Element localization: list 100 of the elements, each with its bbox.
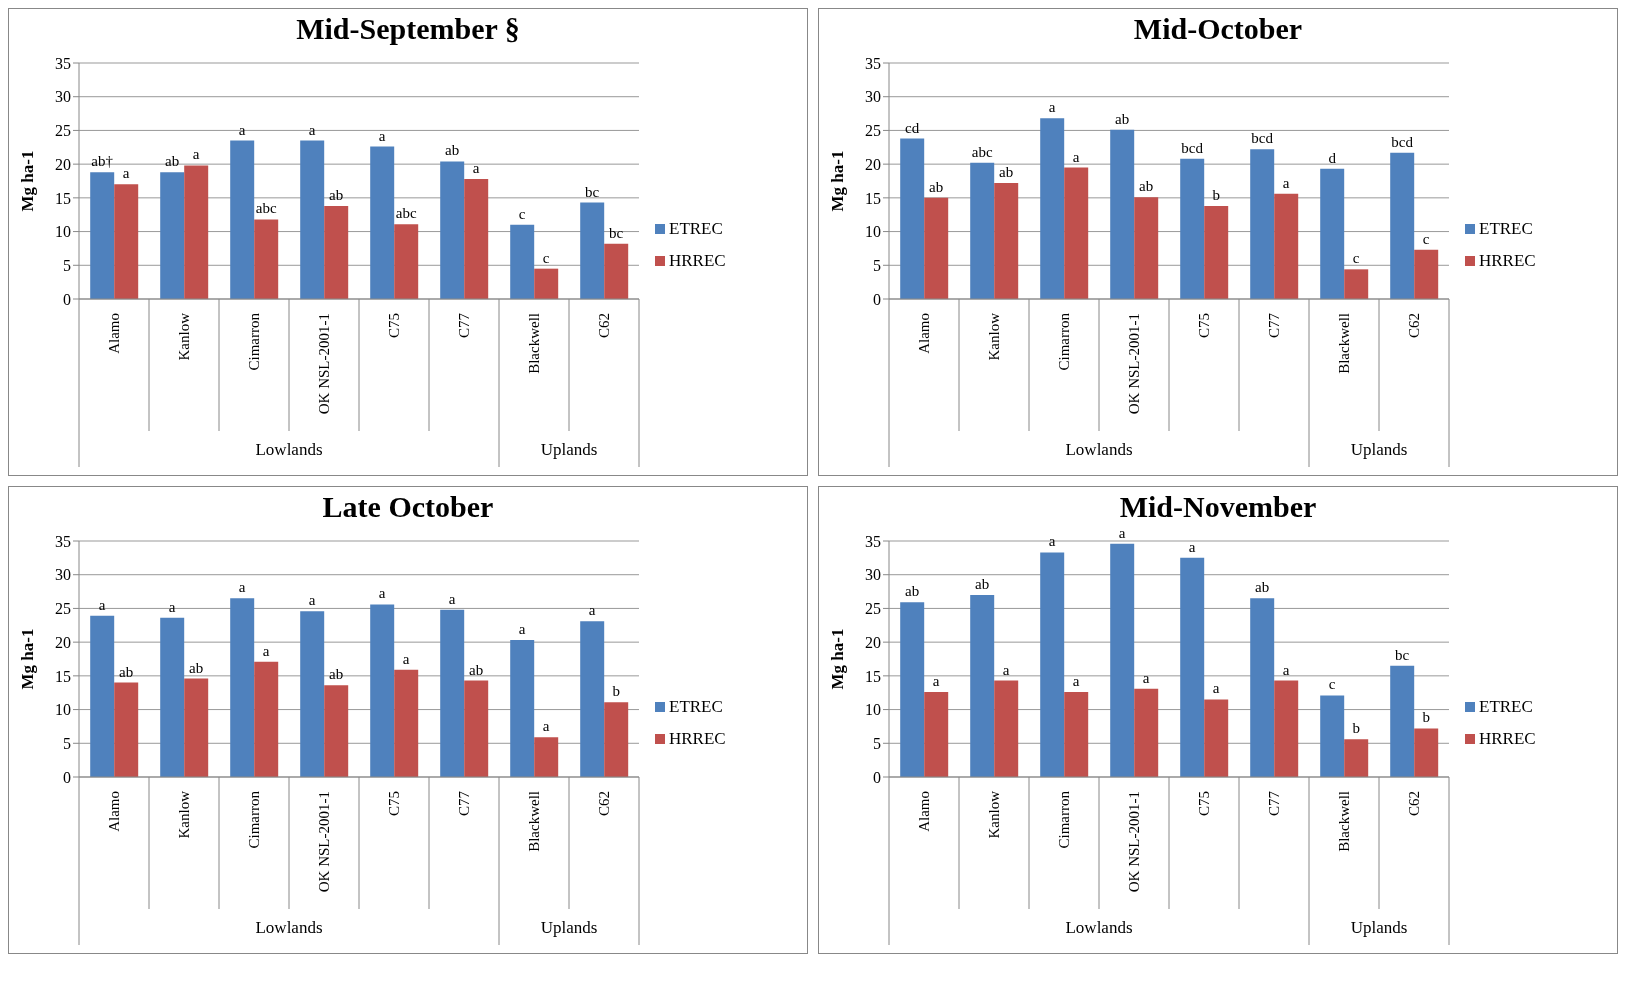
bar <box>1390 665 1415 777</box>
bar <box>114 184 139 299</box>
data-label: b <box>1352 720 1360 737</box>
y-axis-title: Mg ha-1 <box>18 628 38 690</box>
bar <box>1064 692 1089 777</box>
data-label: b <box>1422 709 1430 726</box>
bar <box>970 594 995 777</box>
x-tick-label: Blackwell <box>526 791 542 852</box>
bar <box>924 197 949 299</box>
x-tick-label: OK NSL-2001-1 <box>316 791 332 893</box>
data-label: cd <box>905 119 920 136</box>
y-tick-label: 25 <box>55 122 71 140</box>
legend-label: ETREC <box>1479 697 1533 717</box>
data-label: ab <box>1139 178 1154 195</box>
bar <box>300 611 325 777</box>
data-label: a <box>1072 148 1080 165</box>
y-tick-label: 0 <box>873 768 881 786</box>
bar <box>1180 158 1205 299</box>
data-label: a <box>308 592 316 609</box>
data-label: a <box>472 159 480 176</box>
data-label: ab <box>119 663 134 680</box>
data-label: a <box>932 673 940 690</box>
data-label: b <box>612 683 620 700</box>
y-tick-label: 10 <box>55 701 71 719</box>
y-tick-label: 30 <box>55 88 71 106</box>
data-label: ab <box>329 186 344 203</box>
y-tick-label: 15 <box>865 189 881 207</box>
data-label: ab <box>975 575 990 592</box>
bar <box>90 615 115 777</box>
text: Lowlands <box>255 918 323 937</box>
x-tick-label: C75 <box>386 313 402 339</box>
y-tick-label: 10 <box>865 701 881 719</box>
legend-label: ETREC <box>1479 219 1533 239</box>
data-label: a <box>542 718 550 735</box>
x-tick-label: Alamo <box>106 791 122 832</box>
y-tick-label: 5 <box>873 734 881 752</box>
bar <box>604 702 629 777</box>
legend-label: ETREC <box>669 219 723 239</box>
bar <box>1180 557 1205 777</box>
data-label: c <box>1352 250 1360 267</box>
y-tick-label: 20 <box>55 155 71 173</box>
y-tick-label: 0 <box>63 290 71 308</box>
bar <box>324 685 349 777</box>
y-tick-label: 20 <box>865 633 881 651</box>
x-tick-label: Blackwell <box>1336 791 1352 852</box>
chart-title: Late October <box>321 489 495 523</box>
x-tick-label: Cimarron <box>1056 312 1072 371</box>
data-label: a <box>1048 533 1056 550</box>
bar <box>580 202 605 299</box>
data-label: a <box>1142 669 1150 686</box>
chart-title: Mid-October <box>1132 11 1304 45</box>
x-tick-label: C62 <box>1406 791 1422 817</box>
data-label: a <box>1282 661 1290 678</box>
y-tick-label: 10 <box>55 223 71 241</box>
y-tick-label: 0 <box>873 290 881 308</box>
data-label: bcd <box>1181 139 1204 156</box>
y-tick-label: 35 <box>865 54 881 72</box>
data-label: ab <box>329 666 344 683</box>
data-label: a <box>1072 673 1080 690</box>
x-tick-label: C77 <box>1266 312 1282 339</box>
x-tick-label: C77 <box>456 790 472 817</box>
data-label: a <box>262 642 270 659</box>
text: Lowlands <box>1065 440 1133 459</box>
data-label: d <box>1328 149 1337 166</box>
bar <box>1204 205 1229 299</box>
bar <box>1204 699 1229 777</box>
x-tick-label: Cimarron <box>246 312 262 371</box>
bar <box>254 219 279 299</box>
data-label: a <box>192 146 200 163</box>
y-tick-label: 35 <box>865 532 881 550</box>
data-label: a <box>1188 538 1196 555</box>
x-tick-label: OK NSL-2001-1 <box>316 313 332 415</box>
data-label: ab <box>445 142 460 159</box>
bar <box>1414 249 1439 299</box>
x-tick-label: OK NSL-2001-1 <box>1126 791 1142 893</box>
data-label: a <box>378 585 386 602</box>
y-tick-label: 35 <box>55 532 71 550</box>
legend-label: HRREC <box>669 251 726 271</box>
y-axis-title: Mg ha-1 <box>828 150 848 212</box>
x-tick-label: Cimarron <box>1056 790 1072 849</box>
y-tick-label: 5 <box>63 256 71 274</box>
x-tick-label: C77 <box>1266 790 1282 817</box>
legend-label: HRREC <box>669 729 726 749</box>
bar <box>1320 168 1345 299</box>
x-tick-label: Alamo <box>916 313 932 354</box>
bar <box>1064 167 1089 299</box>
data-label: a <box>168 598 176 615</box>
data-label: a <box>238 579 246 596</box>
data-label: a <box>402 650 410 667</box>
bar <box>464 178 489 299</box>
bar <box>1110 129 1135 299</box>
data-label: ab <box>999 164 1014 181</box>
x-tick-label: Kanlow <box>176 790 192 839</box>
y-tick-label: 10 <box>865 223 881 241</box>
bar <box>1320 695 1345 777</box>
text: Lowlands <box>255 440 323 459</box>
y-tick-label: 15 <box>55 667 71 685</box>
bar <box>604 243 629 299</box>
data-label: ab <box>1115 110 1130 127</box>
bar <box>184 165 209 299</box>
